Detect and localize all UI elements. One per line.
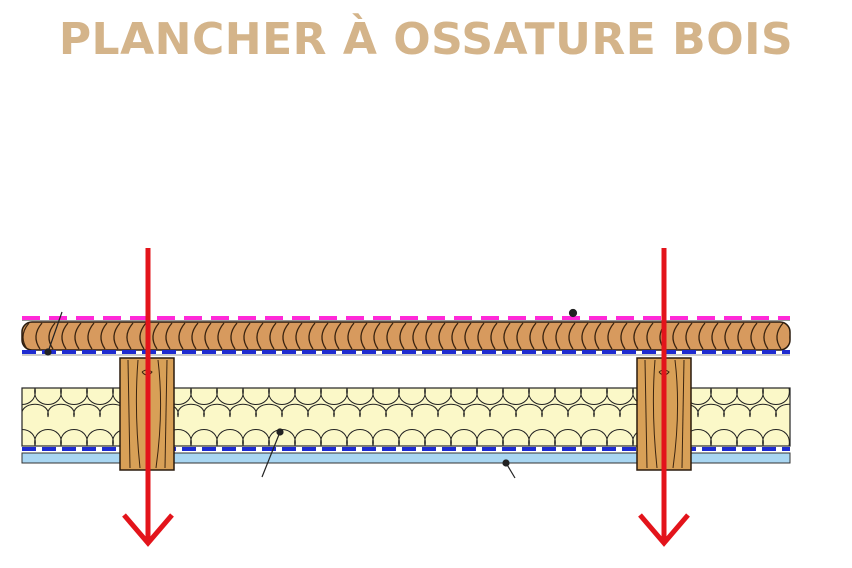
page-title: PLANCHER À OSSATURE BOIS [58, 14, 794, 65]
load-arrow-left [122, 248, 174, 547]
upper-vapor-barrier [22, 350, 790, 356]
load-arrow-right [638, 248, 690, 547]
ceiling-board [21, 452, 791, 464]
annotation-leaders [44, 308, 578, 479]
wood-boards-layer [21, 321, 791, 351]
